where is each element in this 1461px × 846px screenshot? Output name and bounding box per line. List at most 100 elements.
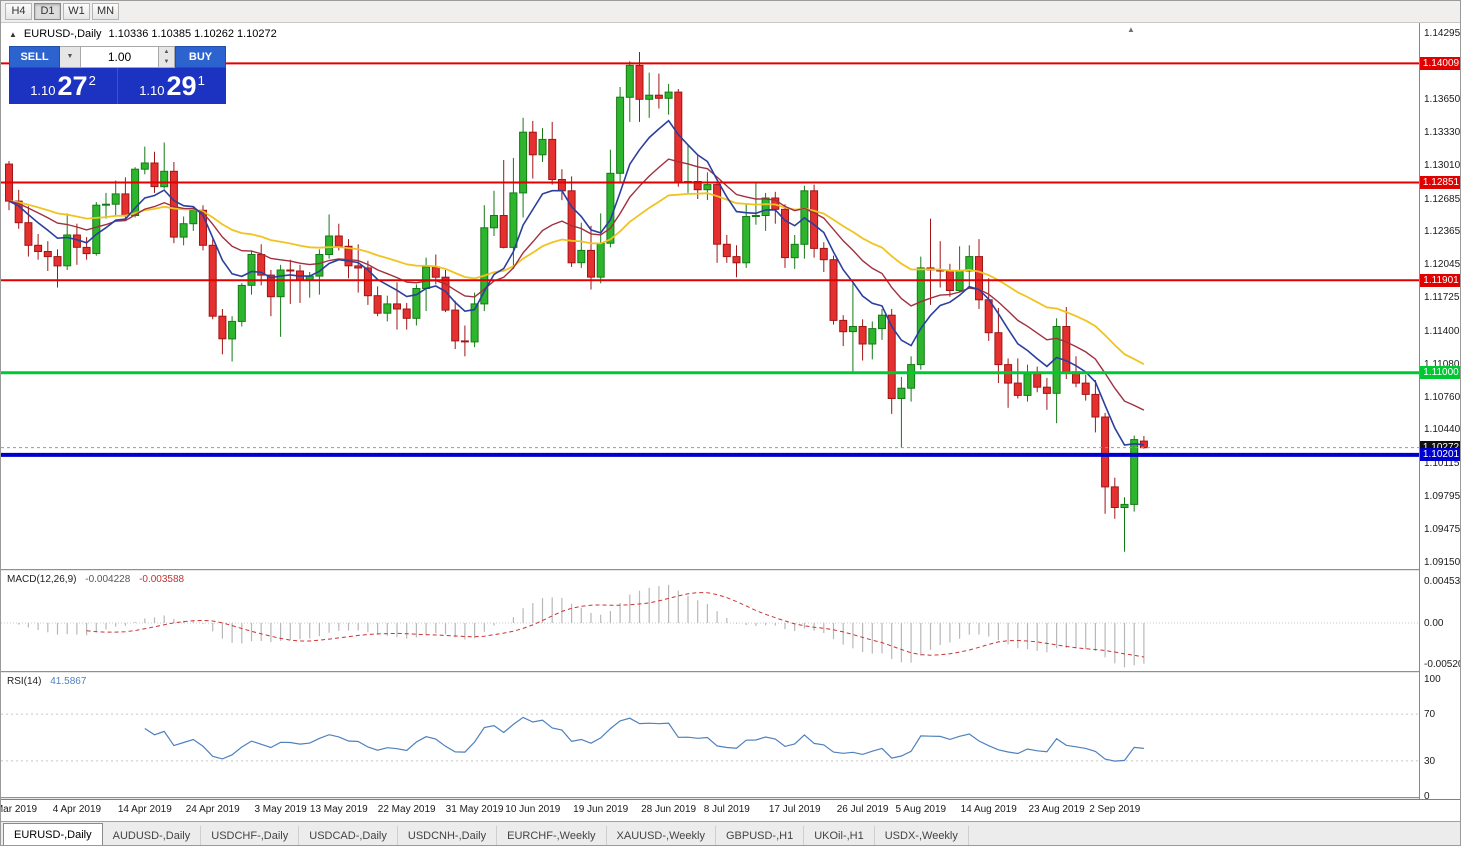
sell-price-sup: 2: [88, 73, 96, 88]
price-scale-label: 1.11725: [1424, 292, 1460, 304]
price-marker: 1.11901: [1420, 273, 1460, 287]
price-scale-label: 1.13650: [1424, 94, 1461, 106]
date-label: 19 Jun 2019: [573, 804, 629, 815]
timeframe-button-MN[interactable]: MN: [92, 3, 119, 20]
date-label: 26 Mar 2019: [1, 804, 38, 815]
pane-splitter[interactable]: [1, 671, 1419, 673]
buy-price-sup: 1: [197, 73, 205, 88]
price-scale-label: 1.09150: [1424, 557, 1461, 568]
price-marker: 1.14009: [1420, 56, 1460, 70]
chart-symbol-title: EURUSD-,Daily: [23, 28, 102, 40]
date-label: 8 Jul 2019: [703, 804, 750, 815]
price-scale-label: 1.11400: [1424, 325, 1460, 337]
price-scale-label: 1.09795: [1424, 490, 1461, 502]
one-click-trading-panel: SELL ▼ ▲ ▼ BUY 1.10 27 2 1.10 29 1: [9, 46, 226, 104]
rsi-value: 41.5867: [50, 676, 87, 687]
chart-tab-bar: EURUSD-,Daily AUDUSD-,Daily USDCHF-,Daily U…: [1, 821, 1460, 845]
chart-tab-UKOil-H1[interactable]: UKOil-,H1: [804, 826, 875, 845]
spin-up-button[interactable]: ▲: [163, 49, 170, 55]
collapse-trade-panel-icon[interactable]: ▲: [9, 29, 17, 39]
date-label: 14 Apr 2019: [117, 804, 172, 815]
date-label: 31 May 2019: [445, 804, 504, 815]
ma-lines: [8, 119, 1145, 446]
sell-price-big: 27: [57, 71, 88, 101]
date-label: 17 Jul 2019: [768, 804, 821, 815]
date-label: 3 May 2019: [254, 804, 307, 815]
date-label: 2 Sep 2019: [1089, 804, 1141, 815]
candles-layer: [5, 52, 1148, 552]
chart-shift-marker: ▲: [1127, 25, 1135, 34]
sell-price-display[interactable]: 1.10 27 2: [9, 68, 117, 104]
price-scale-label: 1.14295: [1424, 28, 1461, 39]
rsi-label: RSI(14) 41.5867: [7, 676, 86, 687]
price-scale-label: 1.12045: [1424, 259, 1461, 271]
macd-signal-line: [86, 592, 1144, 658]
buy-price-big: 29: [166, 71, 197, 101]
macd-indicator-name: MACD(12,26,9): [7, 574, 77, 585]
timeframe-button-D1[interactable]: D1: [34, 3, 61, 20]
macd-histogram: [18, 584, 1145, 668]
rsi-scale-label: 70: [1424, 709, 1436, 721]
chart-tab-USDCAD-Daily[interactable]: USDCAD-,Daily: [299, 826, 398, 845]
macd-scale-label: 0.00: [1424, 618, 1444, 629]
dropdown-arrow-icon: ▼: [66, 53, 74, 60]
volume-spinner: ▲ ▼: [159, 46, 175, 68]
chart-ohlc-values: 1.10336 1.10385 1.10262 1.10272: [108, 28, 277, 40]
macd-main-value: -0.004228: [85, 574, 131, 585]
macd-scale-label: 0.004536: [1424, 576, 1461, 587]
price-scale[interactable]: [1419, 23, 1460, 799]
buy-button[interactable]: BUY: [175, 46, 226, 68]
date-label: 5 Aug 2019: [895, 804, 947, 815]
date-label: 13 May 2019: [309, 804, 368, 815]
date-label: 28 Jun 2019: [641, 804, 697, 815]
pane-splitter[interactable]: [1, 797, 1419, 799]
date-label: 10 Jun 2019: [505, 804, 561, 815]
chart-tab-XAUUSD-Weekly[interactable]: XAUUSD-,Weekly: [607, 826, 716, 845]
chart-tab-USDCHF-Daily[interactable]: USDCHF-,Daily: [201, 826, 300, 845]
chart-tab-GBPUSD-H1[interactable]: GBPUSD-,H1: [716, 826, 805, 845]
price-scale-label: 1.09475: [1424, 523, 1461, 535]
date-label: 14 Aug 2019: [960, 804, 1017, 815]
macd-signal-value: -0.003588: [139, 574, 185, 585]
rsi-indicator-name: RSI(14): [7, 676, 42, 687]
rsi-indicator-pane[interactable]: [1, 673, 1419, 797]
sell-price-prefix: 1.10: [30, 83, 56, 98]
price-scale-label: 1.11080: [1424, 358, 1460, 370]
rsi-line: [144, 716, 1144, 762]
date-label: 26 Jul 2019: [836, 804, 889, 815]
date-label: 23 Aug 2019: [1028, 804, 1085, 815]
time-scale[interactable]: 26 Mar 2019 4 Apr 2019 14 Apr 2019 24 Apr 2…: [1, 799, 1460, 821]
rsi-scale-label: 100: [1424, 674, 1441, 685]
date-label: 24 Apr 2019: [185, 804, 240, 815]
price-divider: [117, 68, 118, 104]
price-scale-label: 1.12365: [1424, 226, 1461, 238]
date-label: 4 Apr 2019: [52, 804, 102, 815]
date-label: 22 May 2019: [377, 804, 436, 815]
price-scale-label: 1.13330: [1424, 127, 1461, 139]
main-price-chart[interactable]: [1, 23, 1419, 569]
macd-indicator-pane[interactable]: [1, 571, 1419, 671]
timeframe-toolbar: H4 D1 W1 MN: [1, 1, 1460, 23]
chart-tab-EURCHF-Weekly[interactable]: EURCHF-,Weekly: [497, 826, 607, 845]
price-scale-label: 1.13010: [1424, 160, 1461, 172]
volume-preset-dropdown[interactable]: ▼: [60, 46, 81, 68]
chart-tab-USDCNH-Daily[interactable]: USDCNH-,Daily: [398, 826, 498, 845]
chart-header: ▲ EURUSD-,Daily 1.10336 1.10385 1.10262 …: [9, 28, 277, 40]
chart-tab-EURUSD-Daily[interactable]: EURUSD-,Daily: [3, 823, 103, 845]
price-scale-label: 1.10115: [1424, 457, 1460, 469]
volume-input[interactable]: [81, 46, 159, 68]
macd-scale-label: -0.005205: [1424, 659, 1460, 670]
timeframe-button-H4[interactable]: H4: [5, 3, 32, 20]
timeframe-button-W1[interactable]: W1: [63, 3, 90, 20]
price-marker: 1.10201: [1420, 448, 1460, 462]
sell-button[interactable]: SELL: [9, 46, 60, 68]
pane-splitter[interactable]: [1, 569, 1419, 571]
chart-tab-USDX-Weekly[interactable]: USDX-,Weekly: [875, 826, 969, 845]
price-scale-label: 1.10440: [1424, 424, 1461, 436]
chart-tab-AUDUSD-Daily[interactable]: AUDUSD-,Daily: [103, 826, 202, 845]
price-marker: 1.11000: [1420, 366, 1460, 380]
buy-price-prefix: 1.10: [139, 83, 165, 98]
spin-down-button[interactable]: ▼: [163, 59, 170, 65]
buy-price-display[interactable]: 1.10 29 1: [118, 68, 226, 104]
